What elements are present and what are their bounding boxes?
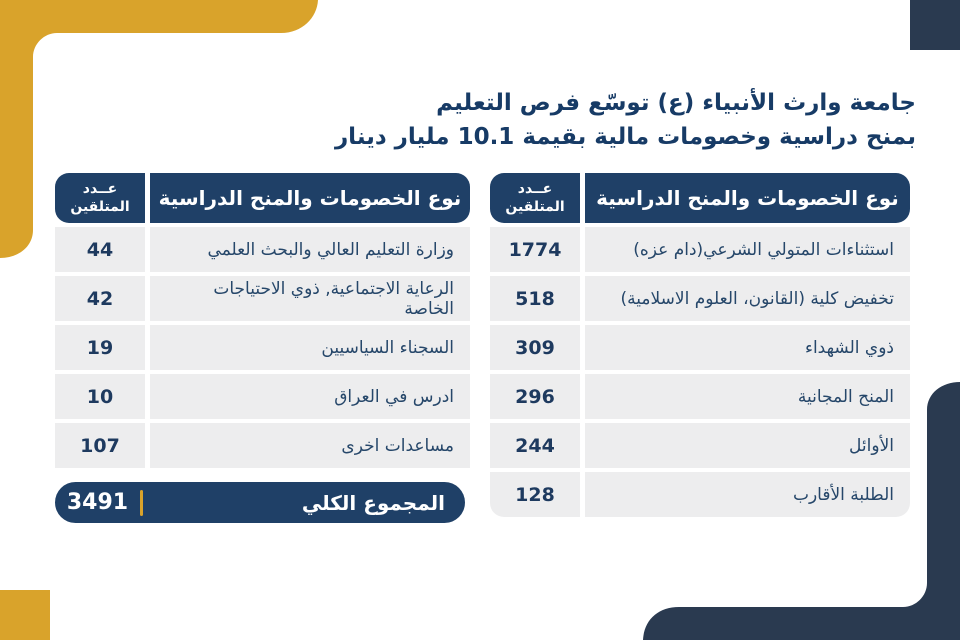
row-value: 296	[490, 374, 580, 419]
table-row: وزارة التعليم العالي والبحث العلمي 44	[55, 227, 470, 272]
table-row: السجناء السياسيين 19	[55, 325, 470, 370]
row-label: الطلبة الأقارب	[585, 472, 910, 517]
title-line-1: جامعة وارث الأنبياء (ع) توسّع فرص التعلي…	[436, 90, 916, 116]
row-value: 1774	[490, 227, 580, 272]
table-row: الطلبة الأقارب 128	[490, 472, 910, 517]
table-header: نوع الخصومات والمنح الدراسية عــدد المتل…	[490, 173, 910, 223]
header-type-column: نوع الخصومات والمنح الدراسية	[150, 173, 470, 223]
table-row: الأوائل 244	[490, 423, 910, 468]
row-value: 10	[55, 374, 145, 419]
table-row: مساعدات اخرى 107	[55, 423, 470, 468]
table-row: المنح المجانية 296	[490, 374, 910, 419]
row-label: ادرس في العراق	[150, 374, 470, 419]
row-label: الرعاية الاجتماعية, ذوي الاحتياجات الخاص…	[150, 276, 470, 321]
header-count-column: عــدد المتلقين	[490, 173, 580, 223]
row-value: 107	[55, 423, 145, 468]
row-label: ذوي الشهداء	[585, 325, 910, 370]
total-row: المجموع الكلي 3491	[55, 482, 465, 523]
row-value: 19	[55, 325, 145, 370]
row-label: وزارة التعليم العالي والبحث العلمي	[150, 227, 470, 272]
title-line-2: بمنح دراسية وخصومات مالية بقيمة 10.1 ملي…	[334, 124, 916, 150]
row-value: 244	[490, 423, 580, 468]
row-label: المنح المجانية	[585, 374, 910, 419]
row-label: الأوائل	[585, 423, 910, 468]
row-label: مساعدات اخرى	[150, 423, 470, 468]
table-row: ذوي الشهداء 309	[490, 325, 910, 370]
corner-accent-bottom-left	[0, 590, 50, 640]
corner-accent-top-right	[910, 0, 960, 50]
row-value: 128	[490, 472, 580, 517]
table-row: الرعاية الاجتماعية, ذوي الاحتياجات الخاص…	[55, 276, 470, 321]
row-value: 309	[490, 325, 580, 370]
row-value: 44	[55, 227, 145, 272]
header-type-column: نوع الخصومات والمنح الدراسية	[585, 173, 910, 223]
row-label: السجناء السياسيين	[150, 325, 470, 370]
table-row: استثناءات المتولي الشرعي(دام عزه) 1774	[490, 227, 910, 272]
table-discounts-left: نوع الخصومات والمنح الدراسية عــدد المتل…	[55, 173, 470, 523]
header-count-column: عــدد المتلقين	[55, 173, 145, 223]
row-value: 42	[55, 276, 145, 321]
row-value: 518	[490, 276, 580, 321]
table-row: ادرس في العراق 10	[55, 374, 470, 419]
row-label: تخفيض كلية (القانون، العلوم الاسلامية)	[585, 276, 910, 321]
total-value: 3491	[66, 490, 129, 515]
page-title: جامعة وارث الأنبياء (ع) توسّع فرص التعلي…	[335, 86, 916, 154]
total-label: المجموع الكلي	[301, 490, 445, 515]
row-label: استثناءات المتولي الشرعي(دام عزه)	[585, 227, 910, 272]
table-header: نوع الخصومات والمنح الدراسية عــدد المتل…	[55, 173, 470, 223]
table-discounts-right: نوع الخصومات والمنح الدراسية عــدد المتل…	[490, 173, 910, 521]
total-divider	[140, 489, 143, 516]
table-row: تخفيض كلية (القانون، العلوم الاسلامية) 5…	[490, 276, 910, 321]
